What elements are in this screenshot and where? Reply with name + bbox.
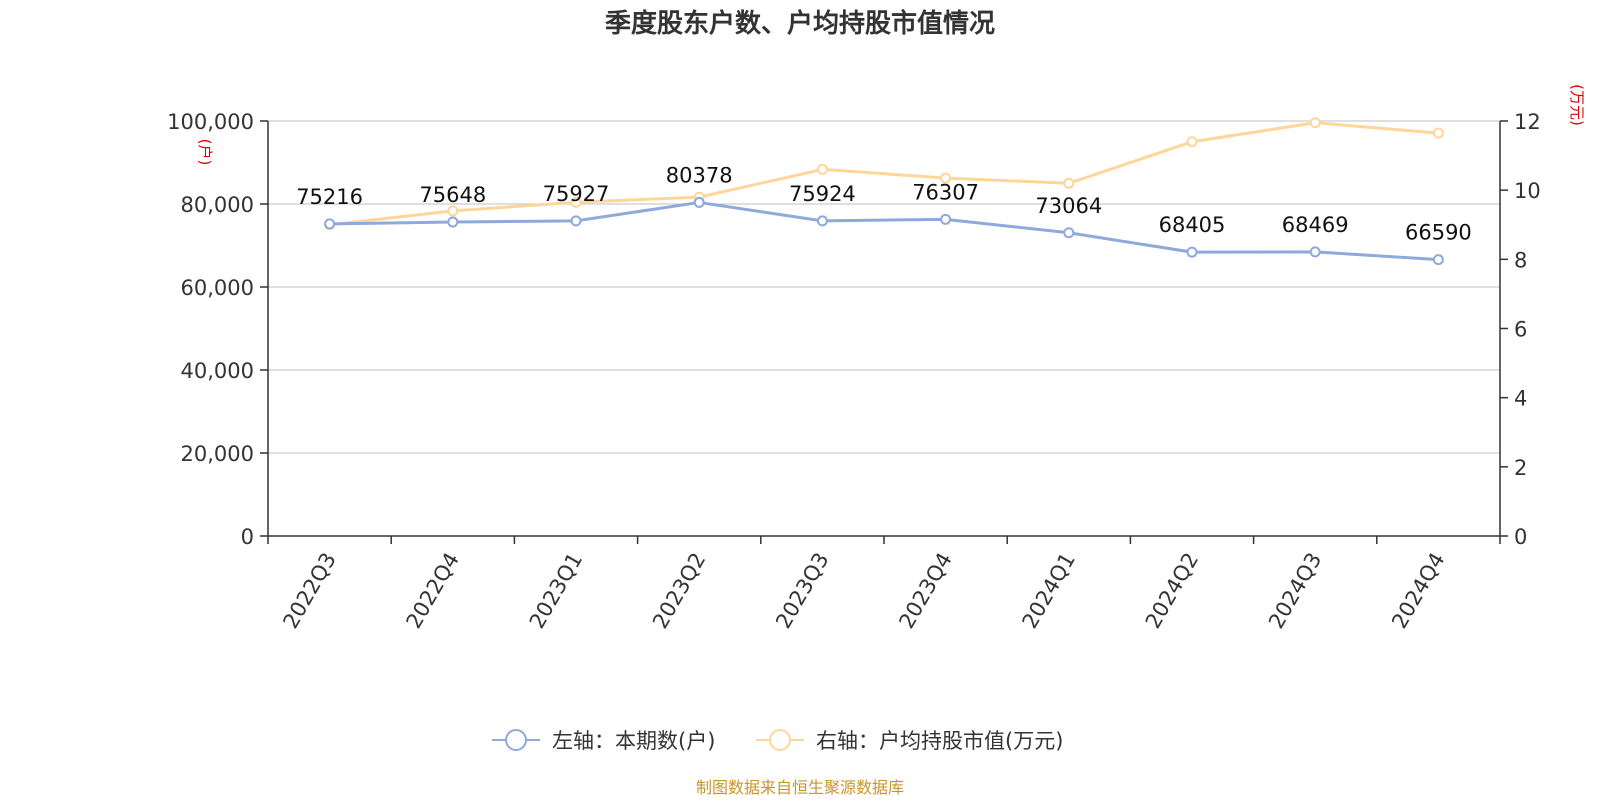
- right-tick-label: 2: [1514, 456, 1527, 480]
- left-tick-label: 100,000: [167, 110, 254, 134]
- data-point-left: [1432, 254, 1444, 266]
- right-tick-label: 8: [1514, 248, 1527, 272]
- left-tick-label: 20,000: [181, 442, 254, 466]
- data-point-left: [693, 196, 705, 208]
- x-tick-label: 2024Q3: [1264, 549, 1326, 633]
- data-point-right: [1186, 136, 1198, 148]
- x-tick-label: 2024Q1: [1018, 549, 1080, 633]
- data-point-left: [447, 216, 459, 228]
- data-point-right: [1432, 127, 1444, 139]
- grid-lines: [268, 120, 1500, 454]
- data-point-left: [1063, 227, 1075, 239]
- left-tick-label: 80,000: [181, 193, 254, 217]
- data-point-left: [1186, 246, 1198, 258]
- left-tick-label: 60,000: [181, 276, 254, 300]
- data-label: 80378: [666, 163, 733, 187]
- x-tick-label: 2022Q4: [402, 549, 464, 633]
- left-tick-label: 0: [241, 525, 254, 549]
- chart-title: 季度股东户数、户均持股市值情况: [605, 8, 995, 39]
- x-tick-label: 2022Q3: [278, 549, 340, 633]
- series-line-left: [328, 200, 1440, 262]
- data-label: 73064: [1035, 194, 1102, 218]
- data-label: 75927: [543, 182, 610, 206]
- series-line-right: [328, 121, 1440, 227]
- data-point-left: [570, 215, 582, 227]
- legend-item-left[interactable]: 左轴：本期数(户): [492, 729, 715, 753]
- data-labels: 75216 75648 75927 80378 75924 76307 73064 68405…: [296, 163, 1472, 244]
- data-label: 68405: [1159, 213, 1226, 237]
- data-point-left: [1309, 246, 1321, 258]
- x-tick-label: 2023Q3: [771, 549, 833, 633]
- legend-item-right[interactable]: 右轴：户均持股市值(万元): [756, 729, 1063, 753]
- x-tick-label: 2023Q4: [894, 549, 956, 633]
- right-tick-label: 12: [1514, 110, 1541, 134]
- data-label: 75216: [296, 185, 363, 209]
- legend-marker-right: [769, 729, 791, 751]
- source-note: 制图数据来自恒生聚源数据库: [696, 778, 904, 797]
- left-tick-label: 40,000: [181, 359, 254, 383]
- data-label: 68469: [1282, 213, 1349, 237]
- data-point-right: [447, 205, 459, 217]
- data-label: 76307: [912, 180, 979, 204]
- data-label: 75648: [419, 183, 486, 207]
- data-label: 66590: [1405, 221, 1472, 245]
- data-point-right: [1063, 177, 1075, 189]
- data-point-left: [940, 213, 952, 225]
- x-tick-label: 2024Q2: [1141, 549, 1203, 633]
- data-point-right: [570, 196, 582, 208]
- legend-marker-left: [505, 729, 527, 751]
- data-point-left: [816, 215, 828, 227]
- right-tick-label: 6: [1514, 318, 1527, 342]
- right-tick-label: 10: [1514, 179, 1541, 203]
- data-point-right: [816, 163, 828, 175]
- legend: 左轴：本期数(户) 右轴：户均持股市值(万元): [492, 729, 1063, 753]
- legend-label-right: 右轴：户均持股市值(万元): [816, 729, 1063, 753]
- x-tick-label: 2023Q1: [525, 549, 587, 633]
- data-label: 75924: [789, 182, 856, 206]
- right-tick-label: 4: [1514, 387, 1527, 411]
- x-tick-label: 2023Q2: [648, 549, 710, 633]
- right-tick-label: 0: [1514, 525, 1527, 549]
- data-point-right: [1309, 117, 1321, 129]
- right-axis-label: (万元): [1568, 84, 1586, 126]
- data-point-right: [940, 172, 952, 184]
- series-layer: [324, 117, 1444, 266]
- data-point-left: [324, 218, 336, 230]
- legend-label-left: 左轴：本期数(户): [552, 729, 715, 753]
- x-tick-label: 2024Q4: [1387, 549, 1449, 633]
- left-axis-label: (户): [196, 139, 214, 166]
